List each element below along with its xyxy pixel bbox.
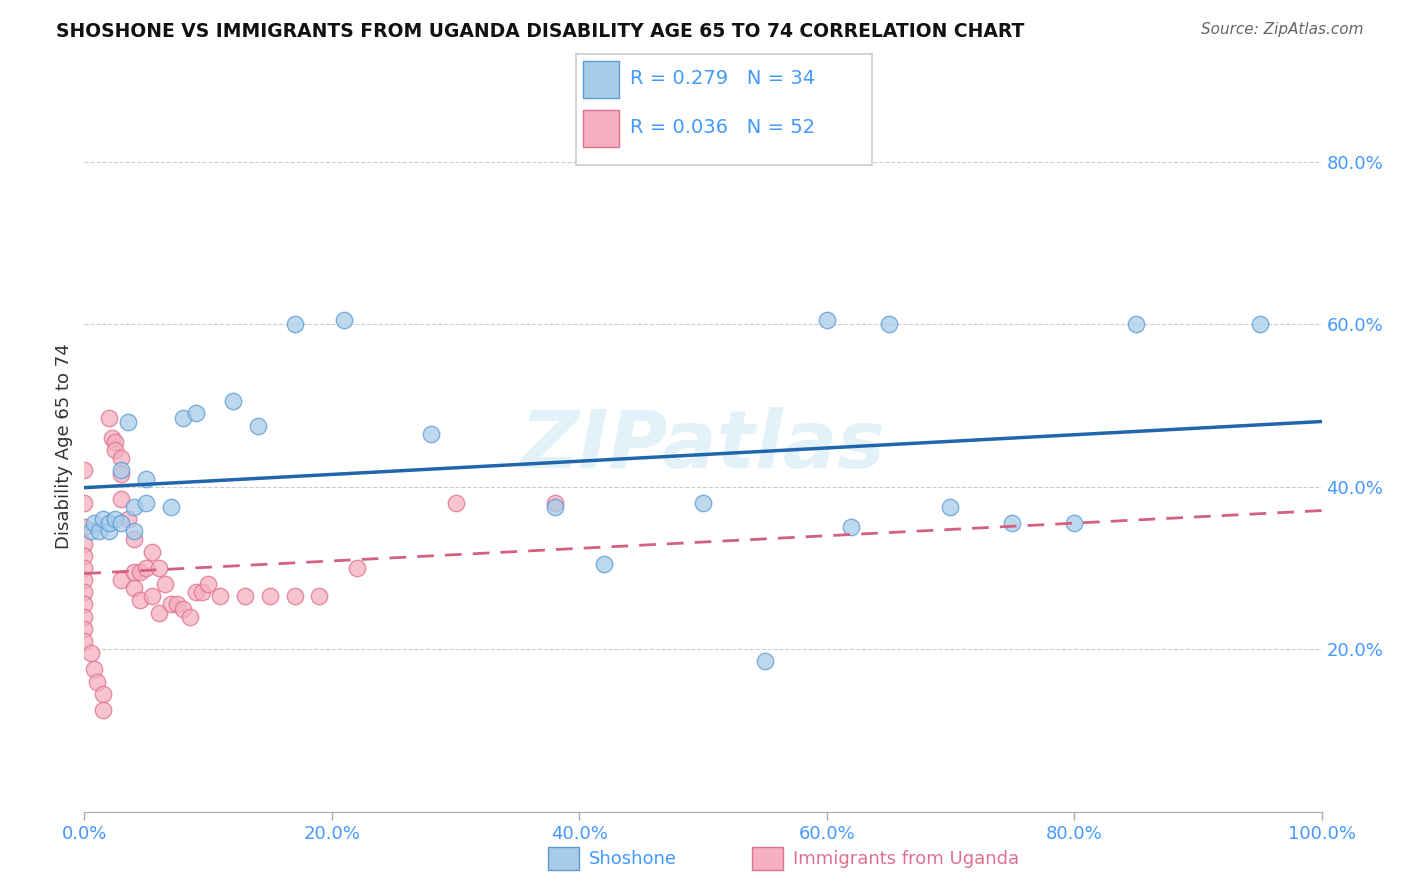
Point [593, 557, 616, 571]
Point [172, 601, 194, 615]
Point [222, 394, 245, 409]
Point [197, 577, 219, 591]
Point [91, 512, 114, 526]
Point [209, 590, 232, 604]
Point [110, 516, 132, 531]
Point [135, 471, 157, 485]
Point [98, 516, 121, 531]
Text: R = 0.279   N = 34: R = 0.279 N = 34 [630, 69, 815, 88]
Point [110, 491, 132, 506]
Text: SHOSHONE VS IMMIGRANTS FROM UGANDA DISABILITY AGE 65 TO 74 CORRELATION CHART: SHOSHONE VS IMMIGRANTS FROM UGANDA DISAB… [56, 22, 1025, 41]
Point [73, 536, 96, 550]
Point [117, 512, 139, 526]
Point [110, 463, 132, 477]
Text: ZIPatlas: ZIPatlas [520, 407, 886, 485]
Point [1125, 317, 1147, 331]
Point [73, 609, 96, 624]
Point [184, 407, 207, 421]
Point [148, 561, 170, 575]
Point [122, 565, 145, 579]
Point [160, 598, 183, 612]
Point [79, 646, 101, 660]
Point [122, 524, 145, 539]
Point [1063, 516, 1085, 531]
Point [122, 533, 145, 547]
Point [73, 598, 96, 612]
Point [841, 520, 863, 534]
Point [141, 544, 163, 558]
Point [259, 590, 281, 604]
Point [1249, 317, 1271, 331]
Point [73, 634, 96, 648]
Point [172, 410, 194, 425]
Point [104, 443, 127, 458]
Point [135, 496, 157, 510]
Point [73, 585, 96, 599]
Point [815, 313, 838, 327]
Point [110, 451, 132, 466]
Point [73, 561, 96, 575]
Point [91, 703, 114, 717]
Point [73, 496, 96, 510]
Point [104, 512, 127, 526]
Point [86, 674, 108, 689]
Point [73, 573, 96, 587]
Point [153, 577, 176, 591]
Point [233, 590, 256, 604]
Point [110, 573, 132, 587]
Point [692, 496, 714, 510]
Point [754, 654, 776, 668]
Point [73, 549, 96, 563]
Point [148, 606, 170, 620]
Point [73, 520, 96, 534]
Point [419, 426, 441, 441]
Point [284, 590, 307, 604]
Point [184, 585, 207, 599]
Point [346, 561, 368, 575]
Text: R = 0.036   N = 52: R = 0.036 N = 52 [630, 118, 815, 137]
Point [91, 687, 114, 701]
Point [246, 418, 269, 433]
Point [284, 317, 307, 331]
Point [543, 500, 565, 514]
Point [141, 590, 163, 604]
Point [83, 663, 105, 677]
Point [333, 313, 356, 327]
Point [98, 410, 121, 425]
Point [877, 317, 900, 331]
Point [129, 593, 152, 607]
Point [117, 415, 139, 429]
Point [122, 581, 145, 595]
Point [83, 516, 105, 531]
Point [129, 565, 152, 579]
Point [166, 598, 188, 612]
Point [135, 561, 157, 575]
Point [444, 496, 467, 510]
Point [89, 524, 111, 539]
Point [104, 434, 127, 449]
Point [122, 500, 145, 514]
Text: Shoshone: Shoshone [589, 849, 678, 868]
Y-axis label: Disability Age 65 to 74: Disability Age 65 to 74 [55, 343, 73, 549]
Point [179, 609, 201, 624]
Point [73, 622, 96, 636]
Point [73, 463, 96, 477]
Point [308, 590, 330, 604]
Point [939, 500, 962, 514]
Point [160, 500, 183, 514]
Point [79, 524, 101, 539]
Point [1001, 516, 1024, 531]
Point [98, 524, 121, 539]
Point [100, 431, 122, 445]
Point [110, 467, 132, 482]
Point [543, 496, 565, 510]
Point [191, 585, 214, 599]
Text: Immigrants from Uganda: Immigrants from Uganda [793, 849, 1019, 868]
Text: Source: ZipAtlas.com: Source: ZipAtlas.com [1201, 22, 1364, 37]
